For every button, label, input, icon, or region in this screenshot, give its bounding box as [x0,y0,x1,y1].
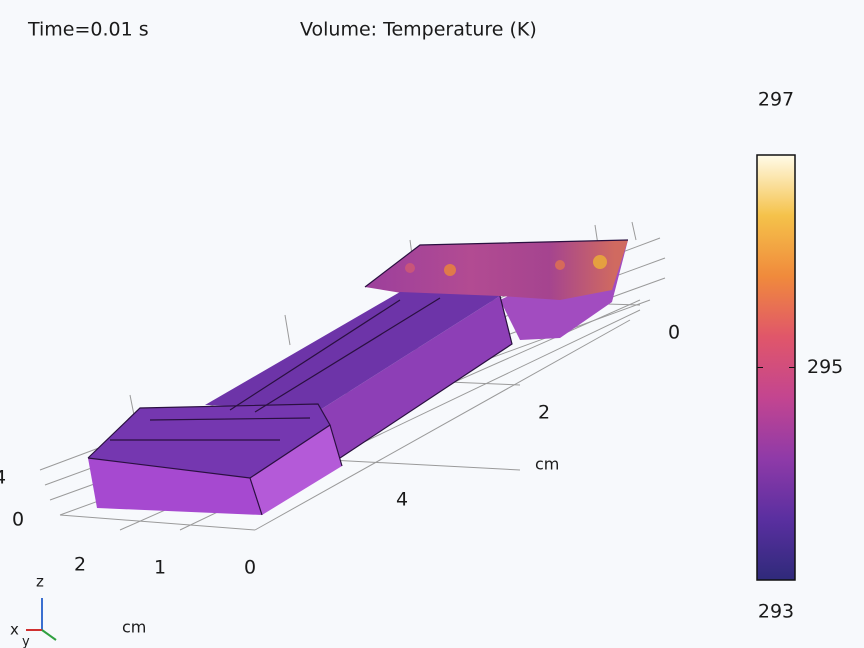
plot-title: Volume: Temperature (K) [300,19,537,41]
y-tick-label: 0 [668,322,680,344]
colorbar-min: 293 [758,601,794,623]
x-tick-label: 0 [244,557,256,579]
x-tick-label: 1 [154,557,166,579]
time-label: Time=0.01 s [27,19,149,41]
colorbar-max: 297 [758,89,794,111]
z-tick-label: 4 [0,467,6,489]
y-tick-label: 4 [396,489,408,511]
x-tick-label: 2 [74,554,86,576]
colorbar: 297 293 295 [757,89,843,623]
x-axis-unit: cm [122,618,146,637]
y-axis-unit: cm [535,455,559,474]
screenshot: Time=0.01 s Volume: Temperature (K) [0,0,864,648]
model [88,240,628,515]
colorbar-tick-label: 295 [807,356,843,378]
y-tick-label: 2 [538,402,550,424]
triad-x: x [10,621,19,639]
triad-z: z [36,573,44,591]
z-tick-label: 0 [12,509,24,531]
triad-y: y [22,635,30,648]
axis-triad: z x y [10,573,56,648]
pad-top [365,240,628,300]
